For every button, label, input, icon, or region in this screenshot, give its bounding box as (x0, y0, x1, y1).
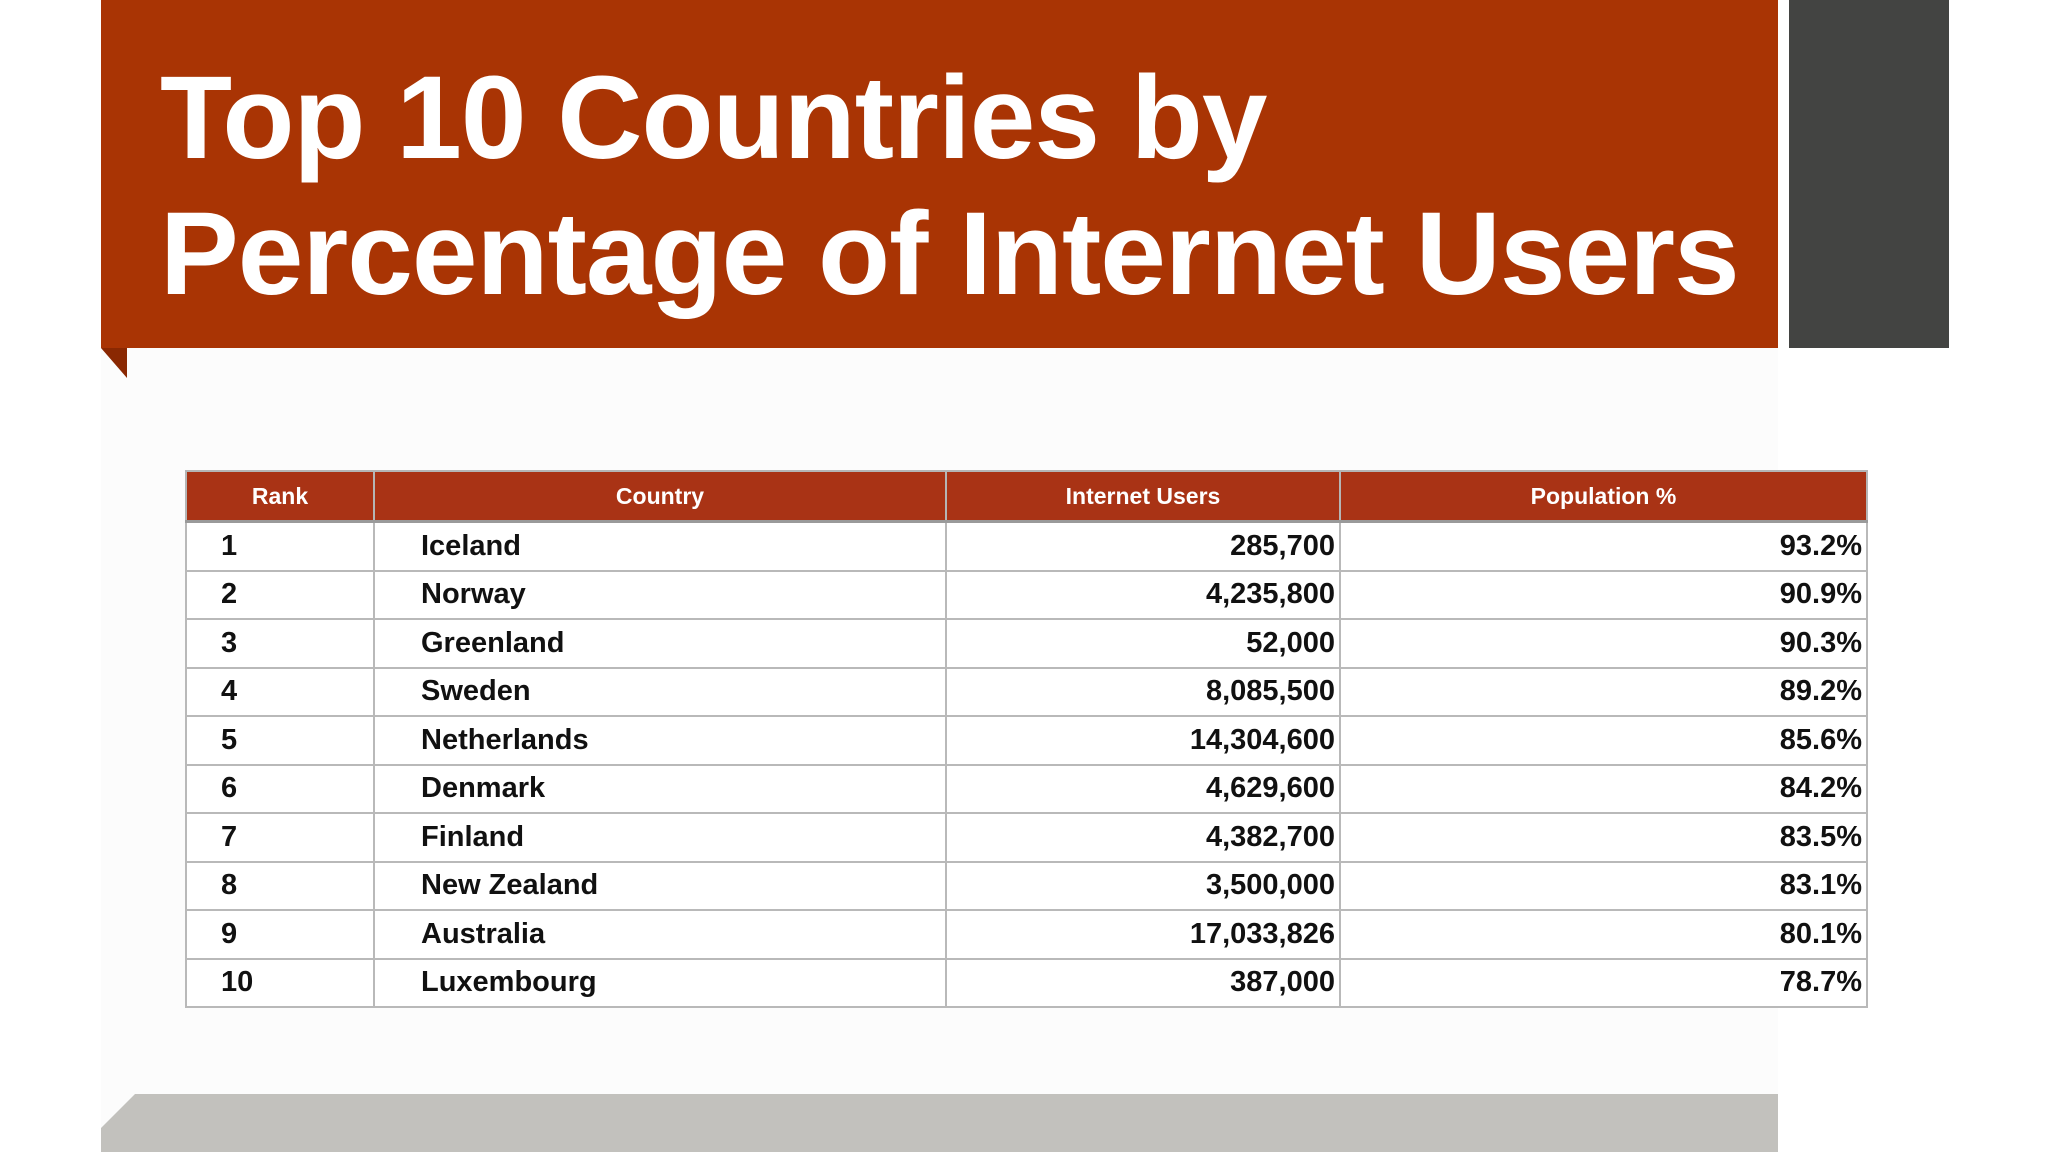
country-cell: New Zealand (373, 860, 947, 911)
country-cell: Luxembourg (373, 957, 947, 1008)
table-header-row: Rank Country Internet Users Population % (185, 470, 1868, 523)
table-row: 7 Finland 4,382,700 83.5% (185, 812, 1868, 863)
table-row: 6 Denmark 4,629,600 84.2% (185, 763, 1868, 814)
internet-users-cell: 52,000 (945, 618, 1341, 669)
banner-fold-accent (101, 348, 127, 378)
table-row: 10 Luxembourg 387,000 78.7% (185, 957, 1868, 1008)
rank-cell: 4 (185, 666, 375, 717)
rank-cell: 8 (185, 860, 375, 911)
population-percent-cell: 89.2% (1339, 666, 1868, 717)
rank-cell: 3 (185, 618, 375, 669)
slide-title: Top 10 Countries by Percentage of Intern… (160, 50, 1760, 322)
internet-users-cell: 4,382,700 (945, 812, 1341, 863)
country-cell: Greenland (373, 618, 947, 669)
column-header-rank: Rank (185, 470, 375, 523)
country-cell: Finland (373, 812, 947, 863)
population-percent-cell: 93.2% (1339, 520, 1868, 572)
slide-title-line-1: Top 10 Countries by (160, 52, 1268, 184)
rank-cell: 1 (185, 520, 375, 572)
population-percent-cell: 90.3% (1339, 618, 1868, 669)
population-percent-cell: 83.1% (1339, 860, 1868, 911)
table-row: 3 Greenland 52,000 90.3% (185, 618, 1868, 669)
rank-cell: 7 (185, 812, 375, 863)
column-header-internet-users: Internet Users (945, 470, 1341, 523)
column-header-country: Country (373, 470, 947, 523)
population-percent-cell: 90.9% (1339, 569, 1868, 620)
table-row: 1 Iceland 285,700 93.2% (185, 520, 1868, 572)
population-percent-cell: 85.6% (1339, 715, 1868, 766)
table-body: 1 Iceland 285,700 93.2% 2 Norway 4,235,8… (185, 520, 1868, 1008)
population-percent-cell: 80.1% (1339, 909, 1868, 960)
rank-cell: 2 (185, 569, 375, 620)
country-cell: Netherlands (373, 715, 947, 766)
table-header: Rank Country Internet Users Population % (185, 470, 1868, 523)
internet-users-cell: 285,700 (945, 520, 1341, 572)
country-cell: Iceland (373, 520, 947, 572)
table-row: 8 New Zealand 3,500,000 83.1% (185, 860, 1868, 911)
rank-cell: 9 (185, 909, 375, 960)
rank-cell: 5 (185, 715, 375, 766)
rank-cell: 6 (185, 763, 375, 814)
country-cell: Australia (373, 909, 947, 960)
internet-users-cell: 17,033,826 (945, 909, 1341, 960)
population-percent-cell: 83.5% (1339, 812, 1868, 863)
population-percent-cell: 84.2% (1339, 763, 1868, 814)
internet-users-cell: 14,304,600 (945, 715, 1341, 766)
column-header-population-percent: Population % (1339, 470, 1868, 523)
table-row: 5 Netherlands 14,304,600 85.6% (185, 715, 1868, 766)
internet-users-cell: 4,235,800 (945, 569, 1341, 620)
internet-users-table: Rank Country Internet Users Population %… (185, 470, 1868, 1008)
internet-users-cell: 387,000 (945, 957, 1341, 1008)
table-row: 2 Norway 4,235,800 90.9% (185, 569, 1868, 620)
rank-cell: 10 (185, 957, 375, 1008)
table-row: 4 Sweden 8,085,500 89.2% (185, 666, 1868, 717)
slide-title-line-2: Percentage of Internet Users (160, 188, 1740, 320)
internet-users-cell: 4,629,600 (945, 763, 1341, 814)
country-cell: Denmark (373, 763, 947, 814)
table-row: 9 Australia 17,033,826 80.1% (185, 909, 1868, 960)
title-banner (101, 0, 1778, 348)
country-cell: Sweden (373, 666, 947, 717)
internet-users-cell: 8,085,500 (945, 666, 1341, 717)
footer-bar (101, 1094, 1778, 1152)
side-accent-block (1789, 0, 1949, 348)
country-cell: Norway (373, 569, 947, 620)
internet-users-cell: 3,500,000 (945, 860, 1341, 911)
population-percent-cell: 78.7% (1339, 957, 1868, 1008)
